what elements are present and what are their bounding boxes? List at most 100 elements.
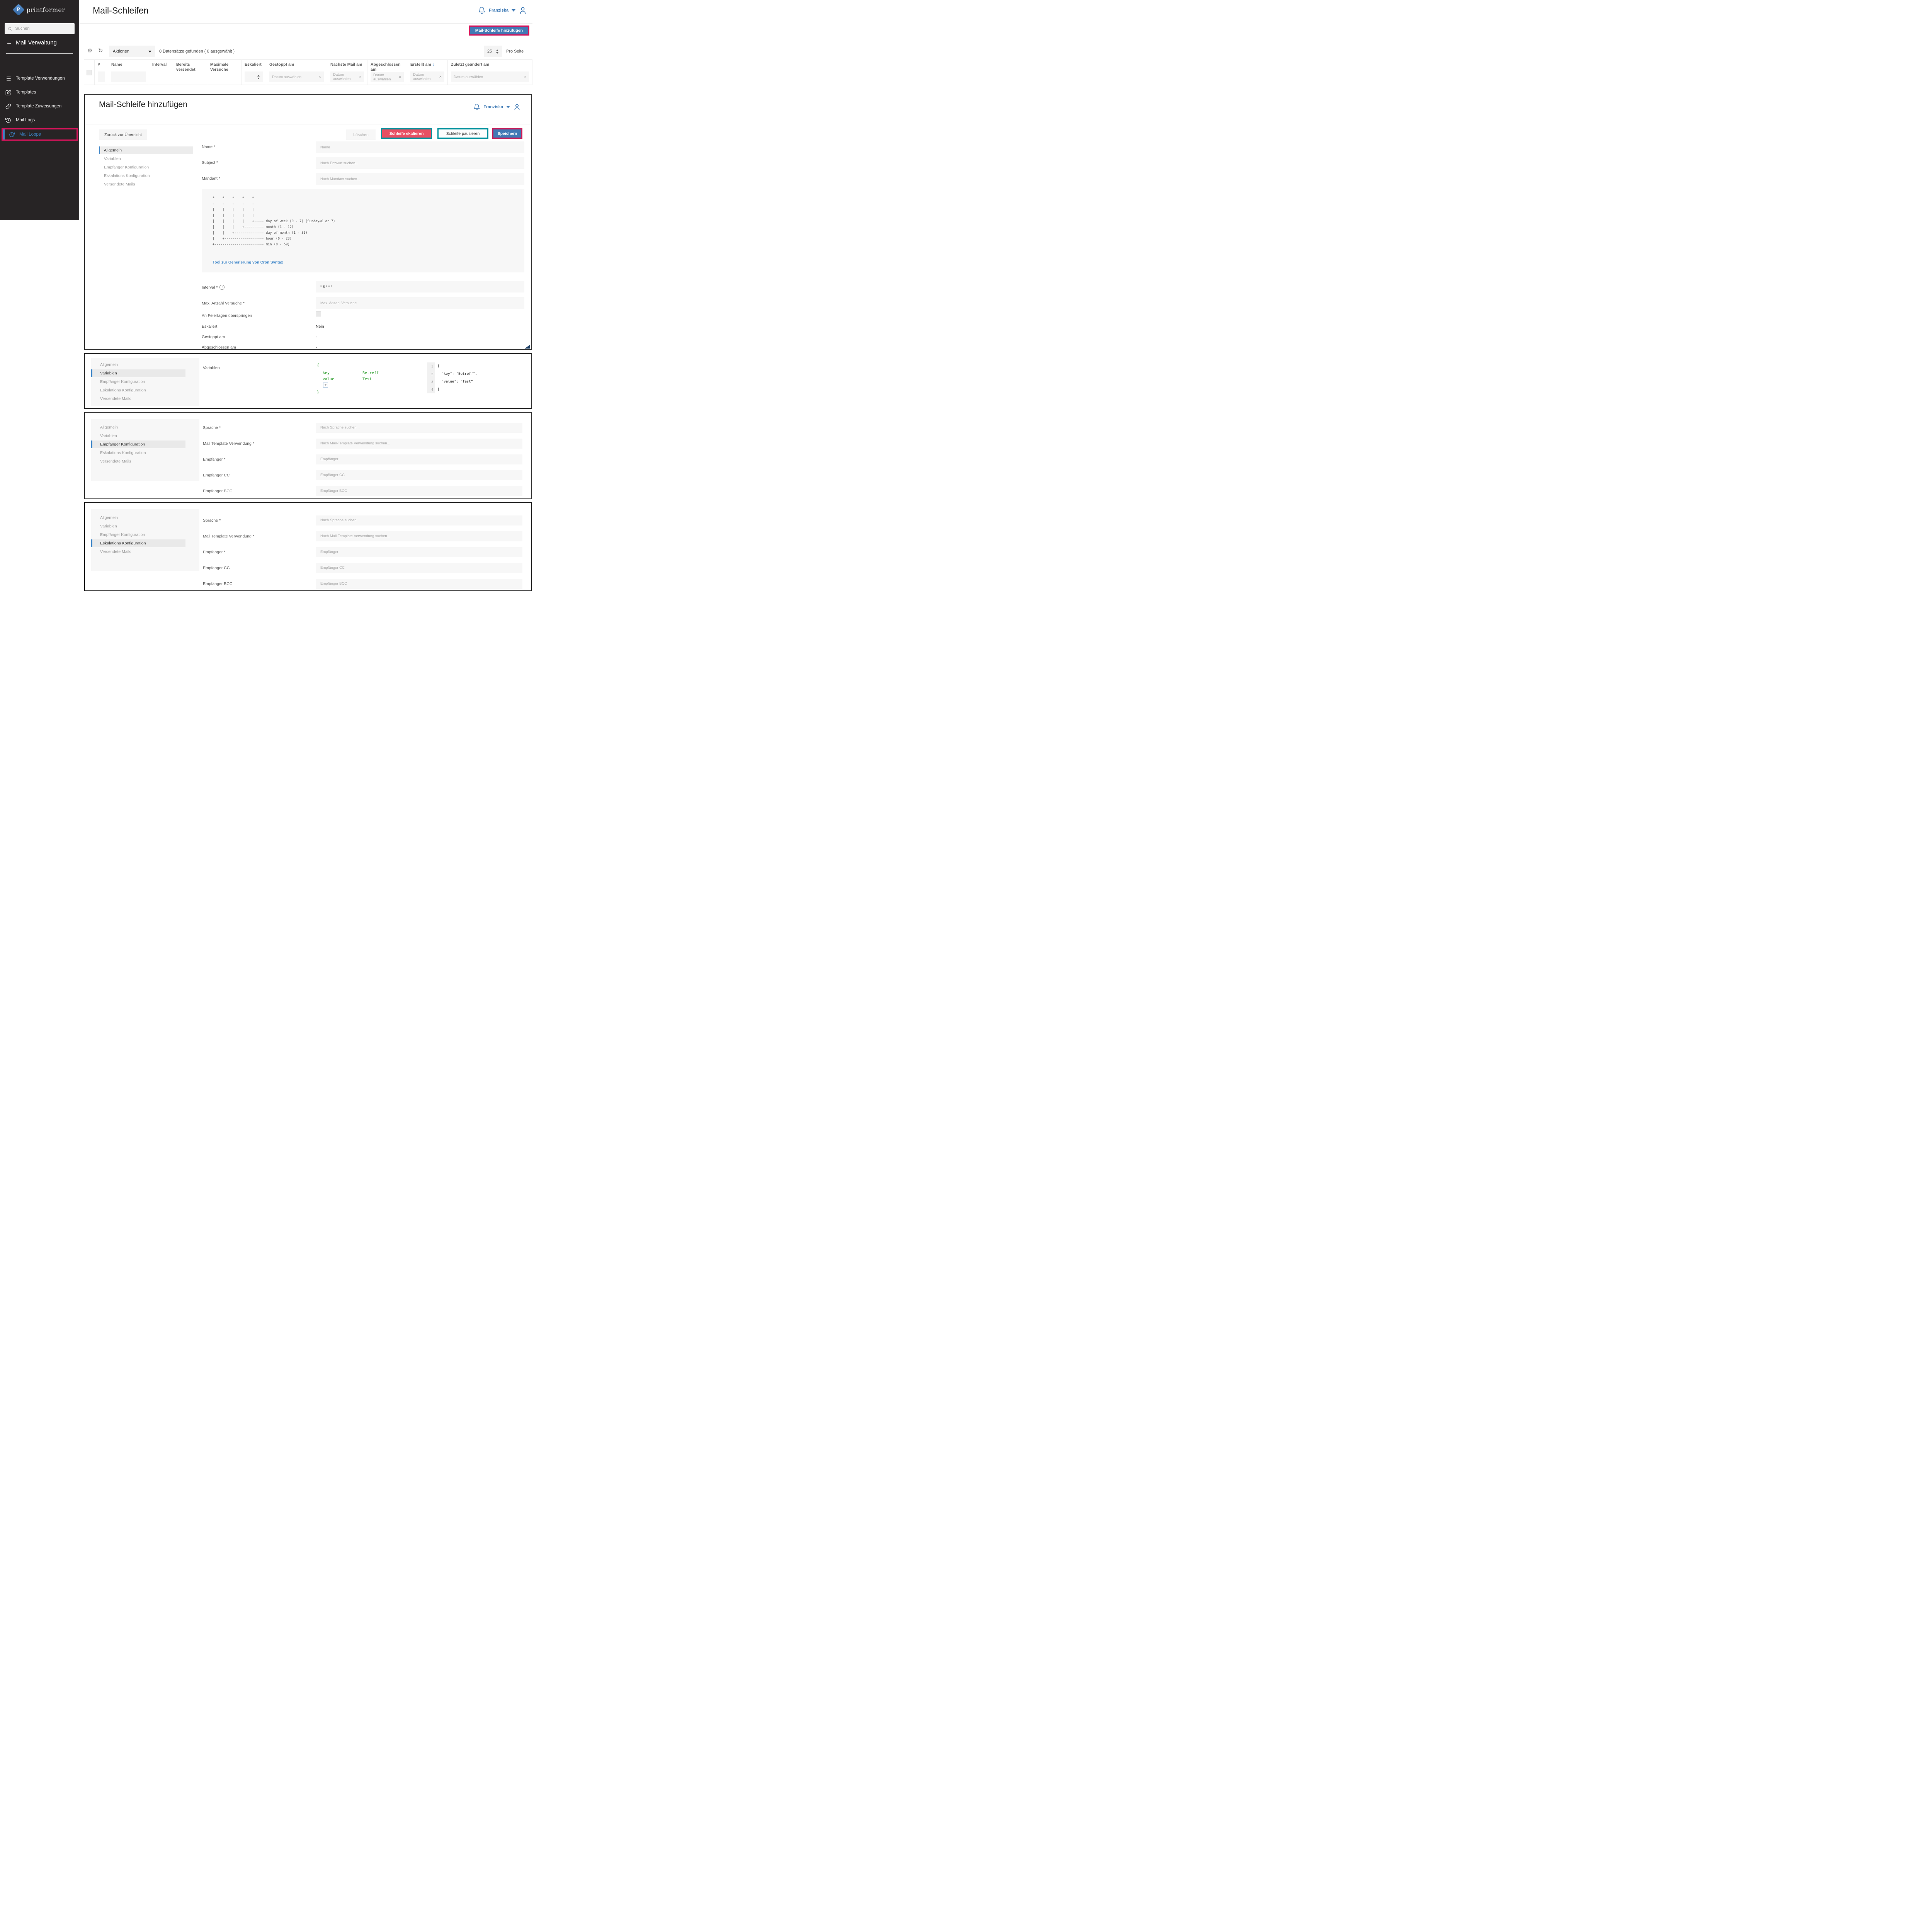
empfänger-cc-input[interactable]	[316, 470, 522, 480]
results-count: 0 Datensätze gefunden ( 0 ausgewählt )	[159, 49, 235, 54]
column-label[interactable]: Interval	[152, 62, 167, 67]
sidebar-item-mail-logs[interactable]: Mail Logs	[0, 114, 79, 126]
json-key-value[interactable]: Betreff	[362, 371, 379, 375]
column-filter-input[interactable]	[98, 71, 105, 82]
select-all-checkbox[interactable]	[87, 70, 92, 75]
column-label[interactable]: Bereits versendet	[176, 62, 196, 72]
date-filter[interactable]: Datum auswählen ×	[330, 71, 364, 82]
empfänger-input[interactable]	[316, 454, 522, 464]
empfänger-bcc-input[interactable]	[316, 486, 522, 496]
tab-allgemein[interactable]: Allgemein	[100, 362, 118, 367]
pause-loop-button[interactable]: Schleife pausieren	[437, 128, 488, 139]
tab-empfänger-konfiguration[interactable]: Empfänger Konfiguration	[91, 440, 185, 448]
back-arrow-icon[interactable]: ←	[6, 39, 12, 46]
empfänger-bcc-input[interactable]	[316, 578, 522, 589]
empfänger-input[interactable]	[316, 547, 522, 557]
tab-versendete-mails[interactable]: Versendete Mails	[100, 396, 131, 401]
tab-empfänger-konfiguration[interactable]: Empfänger Konfiguration	[104, 165, 149, 170]
tab-allgemein[interactable]: Allgemein	[100, 425, 118, 430]
tab-eskalations-konfiguration[interactable]: Eskalations Konfiguration	[91, 539, 185, 547]
tab-allgemein[interactable]: Allgemein	[100, 515, 118, 520]
name-input[interactable]	[316, 141, 524, 153]
bell-icon[interactable]	[478, 7, 486, 14]
sidebar-item-template-verwendungen[interactable]: Template Verwendungen	[0, 73, 79, 84]
column-label[interactable]: Name	[111, 62, 122, 67]
column-label[interactable]: Gestoppt am	[269, 62, 294, 67]
column-label[interactable]: Zuletzt geändert am	[451, 62, 490, 67]
mandant-input[interactable]	[316, 173, 524, 185]
search-input[interactable]	[14, 26, 71, 31]
add-mail-loop-button[interactable]: Mail-Schleife hinzufügen	[468, 26, 529, 36]
clear-icon[interactable]: ×	[439, 75, 442, 79]
date-filter[interactable]: Datum auswählen ×	[269, 71, 324, 82]
date-filter[interactable]: Datum auswählen ×	[371, 72, 404, 82]
escalate-loop-button[interactable]: Schleife ekalieren	[381, 128, 432, 139]
tab-variablen[interactable]: Variablen	[104, 156, 121, 161]
column-filter-input[interactable]	[111, 71, 146, 82]
json-value-name[interactable]: value	[323, 377, 335, 381]
json-key-name[interactable]: key	[323, 371, 330, 375]
cron-generator-link[interactable]: Tool zur Generierung von Cron Syntax	[213, 260, 283, 265]
tab-eskalations-konfiguration[interactable]: Eskalations Konfiguration	[100, 388, 146, 393]
sidebar-item-template-zuweisungen[interactable]: Template Zuweisungen	[0, 100, 79, 112]
mail-template-verwendung-input[interactable]	[316, 531, 522, 541]
sidebar-item-templates[interactable]: Templates	[0, 87, 79, 98]
column-label[interactable]: Eskaliert	[245, 62, 262, 67]
user-avatar-icon[interactable]	[519, 6, 527, 15]
clear-icon[interactable]: ×	[318, 75, 321, 79]
printformer-logo[interactable]: P printformer	[0, 3, 79, 16]
sprache-input[interactable]	[316, 515, 522, 526]
tab-empfänger-konfiguration[interactable]: Empfänger Konfiguration	[100, 379, 145, 384]
save-button[interactable]: Speichern	[492, 128, 522, 139]
user-name[interactable]: Franziska	[489, 8, 509, 13]
info-icon[interactable]	[219, 285, 225, 290]
tab-empfänger-konfiguration[interactable]: Empfänger Konfiguration	[100, 532, 145, 537]
column-label[interactable]: Abgeschlossen am	[371, 62, 401, 72]
column-label[interactable]: Maximale Versuche	[210, 62, 229, 72]
tab-variablen[interactable]: Variablen	[91, 369, 185, 377]
tab-versendete-mails[interactable]: Versendete Mails	[100, 459, 131, 464]
date-filter[interactable]: Datum auswählen ×	[451, 71, 529, 82]
column-label[interactable]: Erstellt am ↓	[410, 62, 435, 67]
max-attempts-input[interactable]	[316, 297, 524, 309]
tab-versendete-mails[interactable]: Versendete Mails	[100, 549, 131, 554]
tab-versendete-mails[interactable]: Versendete Mails	[104, 182, 135, 187]
mail-template-verwendung-input[interactable]	[316, 438, 522, 449]
clear-icon[interactable]: ×	[398, 75, 401, 80]
tab-eskalations-konfiguration[interactable]: Eskalations Konfiguration	[100, 451, 146, 455]
clear-icon[interactable]: ×	[359, 75, 361, 79]
actions-dropdown[interactable]: Aktionen	[109, 46, 155, 57]
column-label[interactable]: #	[98, 62, 100, 67]
interval-input[interactable]	[316, 281, 524, 293]
user-avatar-icon[interactable]	[513, 103, 521, 111]
chevron-down-icon[interactable]	[512, 9, 515, 12]
sprache-input[interactable]	[316, 422, 522, 433]
clear-icon[interactable]: ×	[524, 75, 526, 79]
refresh-icon[interactable]: ↻	[98, 48, 103, 54]
json-value-value[interactable]: Test	[362, 377, 372, 381]
add-variable-button[interactable]: +	[323, 383, 328, 388]
date-filter[interactable]: Datum auswählen ×	[410, 71, 444, 82]
column-filter-select[interactable]: -	[245, 71, 263, 82]
empfänger-cc-input[interactable]	[316, 563, 522, 573]
chevron-down-icon[interactable]	[506, 106, 510, 108]
tab-variablen[interactable]: Variablen	[100, 434, 117, 438]
back-to-overview-button[interactable]: Zurück zur Übersicht	[99, 129, 147, 140]
delete-button[interactable]: Löschen	[346, 129, 376, 140]
field-label-skip-holidays: An Feiertagen überspringen	[202, 313, 252, 318]
per-page-select[interactable]: 25	[484, 46, 502, 57]
user-name[interactable]: Franziska	[483, 105, 503, 109]
skip-holidays-checkbox[interactable]	[316, 311, 321, 316]
tab-variablen[interactable]: Variablen	[100, 524, 117, 529]
sort-desc-icon[interactable]: ↓	[432, 62, 435, 67]
variables-code-editor[interactable]: { "key": "Betreff", "value": "Test" }	[437, 364, 477, 391]
gear-icon[interactable]: ⚙	[87, 48, 93, 54]
subject-input[interactable]	[316, 157, 524, 169]
sidebar-search[interactable]	[5, 23, 75, 34]
page: P printformer ← Mail Verwaltung Template…	[0, 0, 532, 607]
bell-icon[interactable]	[473, 104, 480, 111]
column-label[interactable]: Nächste Mail am	[330, 62, 362, 67]
sidebar-item-mail-loops[interactable]: Mail Loops	[2, 128, 78, 141]
tab-eskalations-konfiguration[interactable]: Eskalations Konfiguration	[104, 173, 150, 178]
tab-allgemein[interactable]: Allgemein	[99, 146, 193, 154]
